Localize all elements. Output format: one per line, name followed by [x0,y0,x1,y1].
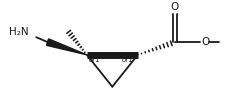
Text: H₂N: H₂N [9,27,29,37]
Text: O: O [171,2,179,12]
Text: O: O [201,37,210,47]
Text: or1: or1 [122,57,134,63]
Polygon shape [46,39,87,55]
Text: or1: or1 [88,57,100,63]
